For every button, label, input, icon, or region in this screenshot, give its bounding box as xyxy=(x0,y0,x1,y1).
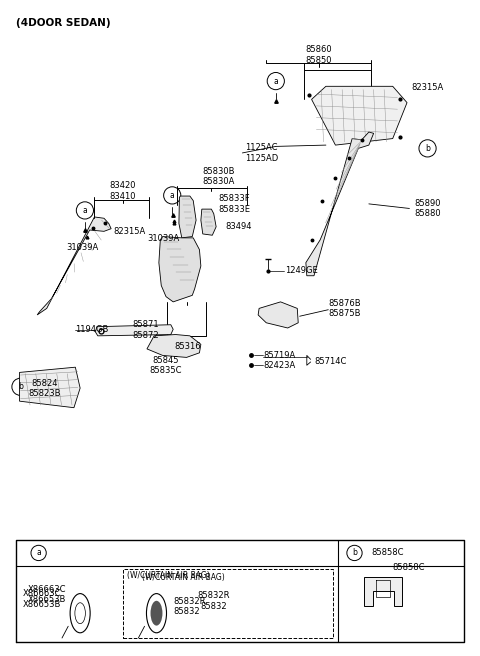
Text: 85858C: 85858C xyxy=(371,548,404,558)
Polygon shape xyxy=(201,209,216,236)
Text: a: a xyxy=(170,191,175,200)
Ellipse shape xyxy=(151,601,162,626)
Text: 1249GE: 1249GE xyxy=(285,266,318,275)
Text: 85832R
85832: 85832R 85832 xyxy=(197,591,229,611)
Text: b: b xyxy=(352,548,357,558)
Text: 85845
85835C: 85845 85835C xyxy=(150,356,182,375)
Text: 1194GB: 1194GB xyxy=(75,325,109,335)
Text: 85876B
85875B: 85876B 85875B xyxy=(328,298,361,318)
Polygon shape xyxy=(159,237,201,302)
Text: b: b xyxy=(425,144,430,153)
Text: (W/CURTAIN AIR BAG): (W/CURTAIN AIR BAG) xyxy=(127,571,210,581)
Text: 85714C: 85714C xyxy=(314,358,347,367)
Text: 85871
85872: 85871 85872 xyxy=(132,320,159,340)
Polygon shape xyxy=(96,325,173,336)
Text: 31039A: 31039A xyxy=(66,243,98,252)
Text: 85832R
85832: 85832R 85832 xyxy=(173,597,206,617)
Polygon shape xyxy=(306,132,373,276)
Text: X86663C
X86653B: X86663C X86653B xyxy=(23,589,61,609)
Bar xyxy=(123,569,333,638)
Text: 85833F
85833E: 85833F 85833E xyxy=(218,194,251,214)
Text: 85858C: 85858C xyxy=(393,564,425,572)
Text: 85316: 85316 xyxy=(174,342,201,351)
Text: X86663C
X86653B: X86663C X86653B xyxy=(28,584,66,604)
Text: b: b xyxy=(18,382,23,391)
Polygon shape xyxy=(179,196,196,238)
Text: 85830B
85830A: 85830B 85830A xyxy=(202,167,235,186)
Polygon shape xyxy=(147,335,201,358)
Text: 85824
85823B: 85824 85823B xyxy=(28,379,60,398)
Text: 82315A: 82315A xyxy=(114,227,146,236)
Text: 82423A: 82423A xyxy=(264,361,296,371)
Text: 82315A: 82315A xyxy=(412,83,444,92)
Text: 31039A: 31039A xyxy=(147,234,179,243)
Text: 85890
85880: 85890 85880 xyxy=(414,199,441,218)
Text: 83420
83410: 83420 83410 xyxy=(110,181,136,201)
Polygon shape xyxy=(312,87,407,145)
Polygon shape xyxy=(20,367,80,407)
Text: a: a xyxy=(274,77,278,85)
Text: 85860
85850: 85860 85850 xyxy=(305,45,332,65)
Text: 85719A: 85719A xyxy=(264,351,296,360)
Polygon shape xyxy=(37,217,111,315)
Polygon shape xyxy=(258,302,298,328)
Text: (4DOOR SEDAN): (4DOOR SEDAN) xyxy=(16,18,110,28)
Polygon shape xyxy=(364,577,402,606)
Text: 83494: 83494 xyxy=(226,222,252,232)
Text: a: a xyxy=(36,548,41,558)
Text: 1125AC
1125AD: 1125AC 1125AD xyxy=(245,143,278,163)
Text: a: a xyxy=(83,206,87,215)
Text: (W/CURTAIN AIR BAG): (W/CURTAIN AIR BAG) xyxy=(142,573,225,582)
